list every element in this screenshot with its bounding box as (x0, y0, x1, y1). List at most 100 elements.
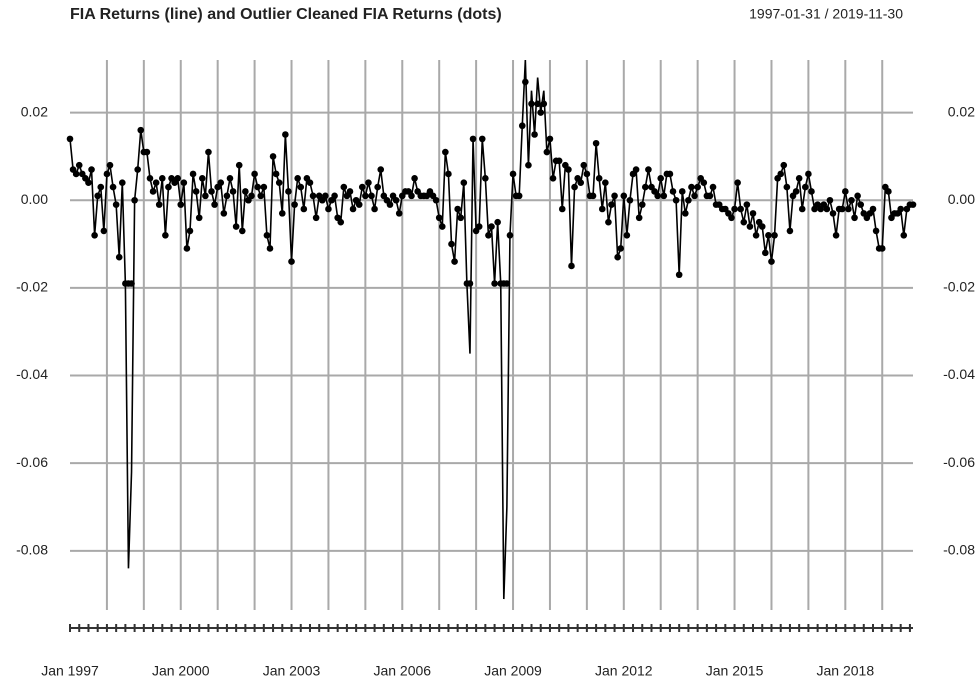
cleaned-dot (220, 210, 228, 217)
cleaned-dot (743, 201, 751, 208)
cleaned-dot (285, 188, 292, 195)
cleaned-dot (358, 183, 366, 191)
cleaned-dot (626, 196, 634, 204)
cleaned-dot (454, 205, 461, 213)
cleaned-dot (349, 205, 357, 213)
cleaned-dot (346, 188, 354, 195)
cleaned-dot (885, 188, 892, 195)
cleaned-dot (362, 192, 369, 200)
cleaned-dot (525, 161, 532, 169)
cleaned-dot (851, 214, 858, 222)
cleaned-dot (377, 166, 385, 173)
cleaned-dot (469, 135, 477, 143)
cleaned-dot (186, 227, 194, 235)
cleaned-dot (438, 223, 446, 230)
cleaned-dot (611, 192, 618, 200)
cleaned-dot (654, 192, 661, 200)
cleaned-dot (752, 231, 760, 239)
y-tick-label-right: 0.00 (948, 191, 975, 207)
cleaned-dot (235, 161, 243, 169)
cleaned-dot (534, 100, 541, 108)
cleaned-dot (728, 214, 735, 222)
cleaned-dot (598, 205, 606, 213)
cleaned-dot (765, 231, 772, 239)
cleaned-dot (189, 170, 197, 178)
cleaned-dot (798, 205, 806, 213)
cleaned-dot (869, 205, 877, 213)
cleaned-dot (165, 183, 172, 191)
cleaned-dot (528, 100, 535, 108)
cleaned-dot (242, 188, 249, 195)
cleaned-dot (682, 210, 689, 217)
cleaned-dot (442, 148, 449, 156)
cleaned-dot (386, 201, 394, 208)
cleaned-dot (632, 166, 640, 173)
y-tick-label: -0.04 (16, 366, 48, 382)
cleaned-dot (491, 280, 498, 287)
cleaned-dot (238, 227, 246, 235)
cleaned-dot (177, 201, 185, 208)
cleaned-dot (180, 179, 188, 187)
cleaned-dot (72, 170, 80, 178)
cleaned-dot (143, 148, 151, 156)
cleaned-dot (355, 201, 363, 208)
cleaned-dot (288, 258, 295, 265)
cleaned-dot (826, 196, 834, 204)
cleaned-dot (460, 179, 468, 187)
cleaned-dot (306, 179, 314, 187)
cleaned-dot (758, 223, 766, 230)
x-tick-label: Jan 2018 (817, 663, 875, 679)
cleaned-dot (531, 131, 538, 138)
cleaned-dot (131, 196, 138, 204)
cleaned-dot (897, 205, 904, 213)
cleaned-dot (275, 179, 283, 187)
cleaned-dot (771, 231, 778, 239)
cleaned-dot (198, 175, 206, 182)
cleaned-dot (503, 280, 511, 287)
y-tick-label: -0.02 (16, 279, 48, 295)
cleaned-dot (192, 188, 200, 195)
cleaned-dot (737, 205, 745, 213)
cleaned-dot (106, 161, 114, 169)
cleaned-dot (900, 231, 908, 239)
cleaned-dot (371, 205, 378, 213)
cleaned-dot (174, 175, 181, 182)
cleaned-dot (119, 179, 126, 187)
cleaned-dot (543, 148, 551, 156)
cleaned-dot (657, 175, 665, 182)
x-tick-label: Jan 2015 (706, 663, 764, 679)
cleaned-dot (232, 223, 240, 230)
cleaned-dot (226, 175, 234, 182)
cleaned-dot (620, 192, 628, 200)
cleaned-dot (786, 227, 794, 235)
cleaned-dot (617, 245, 625, 252)
cleaned-dot (746, 223, 754, 230)
x-tick-label: Jan 2009 (484, 663, 542, 679)
cleaned-dot (374, 183, 381, 191)
cleaned-dot (205, 148, 212, 156)
cleaned-dot (109, 183, 117, 191)
y-tick-label: 0.00 (21, 191, 48, 207)
cleaned-dot (137, 126, 145, 134)
cleaned-dot (872, 227, 880, 235)
cleaned-dot (457, 214, 465, 222)
cleaned-dot (614, 253, 621, 261)
cleaned-dot (805, 170, 812, 178)
cleaned-dot (583, 170, 591, 178)
y-tick-label-right: -0.02 (943, 279, 975, 295)
cleaned-dot (75, 161, 83, 169)
cleaned-dot (795, 175, 803, 182)
cleaned-dot (783, 183, 791, 191)
cleaned-dot (808, 188, 815, 195)
cleaned-dot (802, 183, 809, 191)
cleaned-dot (675, 271, 683, 279)
cleaned-dot (100, 227, 108, 235)
cleaned-dot (694, 183, 701, 191)
cleaned-dot (558, 205, 566, 213)
y-tick-label-right: 0.02 (948, 103, 975, 119)
cleaned-dot (331, 192, 338, 200)
cleaned-dot (580, 161, 588, 169)
cleaned-dot (768, 258, 775, 265)
cleaned-dot (294, 175, 301, 182)
